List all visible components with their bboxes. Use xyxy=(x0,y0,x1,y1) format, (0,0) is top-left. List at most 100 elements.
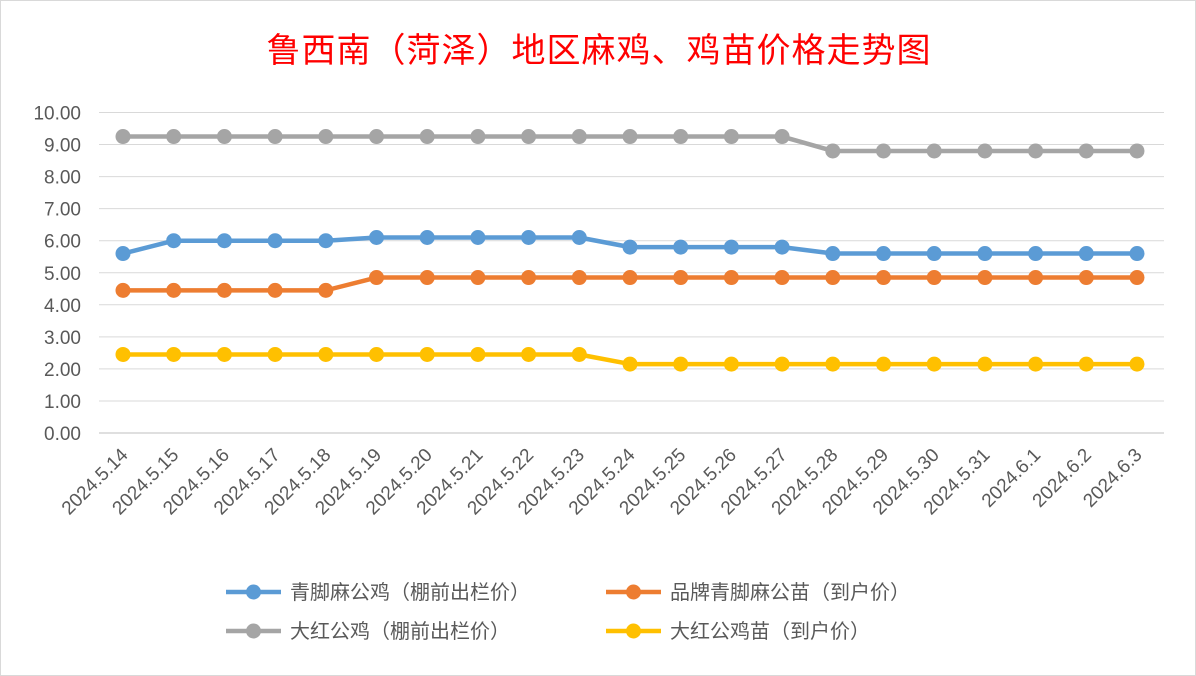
data-point xyxy=(166,282,182,298)
data-point xyxy=(622,129,638,145)
legend: 青脚麻公鸡（棚前出栏价） 品牌青脚麻公苗（到户价） 大红公鸡（棚前出栏价） 大红公鸡苗… xyxy=(226,580,910,643)
data-point xyxy=(267,346,283,362)
legend-label: 大红公鸡（棚前出栏价） xyxy=(290,619,510,643)
data-point xyxy=(1078,356,1094,372)
data-point xyxy=(1129,270,1145,286)
data-point xyxy=(876,356,891,372)
data-point xyxy=(571,229,587,245)
chart-title: 鲁西南（菏泽）地区麻鸡、鸡苗价格走势图 xyxy=(266,31,932,71)
data-point xyxy=(622,356,638,372)
data-point xyxy=(216,282,232,298)
data-point xyxy=(977,246,993,262)
data-point xyxy=(1078,143,1094,159)
data-point xyxy=(115,346,131,362)
y-tick-label: 3.00 xyxy=(44,328,81,349)
legend-label: 大红公鸡苗（到户价） xyxy=(670,619,870,643)
data-point xyxy=(115,246,131,262)
data-point xyxy=(622,270,638,286)
data-point xyxy=(166,129,182,145)
data-point xyxy=(1129,246,1145,262)
legend-swatch-marker xyxy=(246,584,261,600)
series-2 xyxy=(115,270,1145,298)
data-point xyxy=(521,229,537,245)
y-axis-ticks: 0.00 1.00 2.00 3.00 4.00 5.00 6.00 7.00 8.00 9.00… xyxy=(33,104,81,446)
data-point xyxy=(723,270,739,286)
data-point xyxy=(825,246,841,262)
data-point xyxy=(419,129,435,145)
data-point xyxy=(825,143,841,159)
y-tick-label: 1.00 xyxy=(44,392,81,413)
data-point xyxy=(470,346,486,362)
x-axis-ticks: 2024.5.142024.5.152024.5.162024.5.172024… xyxy=(58,444,1147,519)
data-point xyxy=(926,356,942,372)
y-tick-label: 10.00 xyxy=(33,104,81,125)
data-point xyxy=(267,233,283,249)
data-point xyxy=(977,270,993,286)
legend-entry: 青脚麻公鸡（棚前出栏价） xyxy=(226,580,530,604)
y-tick-label: 8.00 xyxy=(44,168,81,189)
data-point xyxy=(723,129,739,145)
data-point xyxy=(369,270,384,286)
data-point xyxy=(774,270,790,286)
data-point xyxy=(521,129,537,145)
data-point xyxy=(774,239,790,255)
data-point xyxy=(1129,356,1145,372)
data-point xyxy=(876,270,891,286)
data-point xyxy=(369,229,384,245)
data-point xyxy=(926,143,942,159)
data-point xyxy=(977,356,993,372)
data-point xyxy=(673,129,689,145)
data-point xyxy=(318,129,334,145)
series-group xyxy=(115,129,1145,372)
data-point xyxy=(571,270,587,286)
data-point xyxy=(521,346,537,362)
data-point xyxy=(1078,270,1094,286)
y-tick-label: 2.00 xyxy=(44,360,81,381)
data-point xyxy=(216,233,232,249)
data-point xyxy=(723,356,739,372)
data-point xyxy=(1028,246,1044,262)
data-point xyxy=(166,346,182,362)
data-point xyxy=(419,229,435,245)
data-point xyxy=(470,270,486,286)
data-point xyxy=(1078,246,1094,262)
y-tick-label: 4.00 xyxy=(44,296,81,317)
y-tick-label: 6.00 xyxy=(44,232,81,253)
data-point xyxy=(470,229,486,245)
y-tick-label: 7.00 xyxy=(44,200,81,221)
data-point xyxy=(571,129,587,145)
legend-entry: 大红公鸡（棚前出栏价） xyxy=(226,619,510,643)
legend-swatch-marker xyxy=(626,623,641,639)
data-point xyxy=(369,129,384,145)
data-point xyxy=(166,233,182,249)
y-tick-label: 0.00 xyxy=(44,424,81,445)
series-1 xyxy=(115,229,1145,262)
data-point xyxy=(774,356,790,372)
legend-entry: 大红公鸡苗（到户价） xyxy=(606,619,870,643)
data-point xyxy=(1028,143,1044,159)
legend-swatch-marker xyxy=(246,623,261,639)
data-point xyxy=(216,129,232,145)
series-3 xyxy=(115,129,1145,159)
data-point xyxy=(876,246,891,262)
data-point xyxy=(1028,270,1044,286)
data-point xyxy=(774,129,790,145)
data-point xyxy=(216,346,232,362)
data-point xyxy=(723,239,739,255)
data-point xyxy=(1028,356,1044,372)
data-point xyxy=(470,129,486,145)
data-point xyxy=(825,270,841,286)
data-point xyxy=(673,239,689,255)
legend-entry: 品牌青脚麻公苗（到户价） xyxy=(606,580,910,604)
data-point xyxy=(571,346,587,362)
data-point xyxy=(673,356,689,372)
data-point xyxy=(825,356,841,372)
data-point xyxy=(115,129,131,145)
legend-swatch-marker xyxy=(626,584,641,600)
data-point xyxy=(115,282,131,298)
data-point xyxy=(926,270,942,286)
data-point xyxy=(419,346,435,362)
data-point xyxy=(318,233,334,249)
